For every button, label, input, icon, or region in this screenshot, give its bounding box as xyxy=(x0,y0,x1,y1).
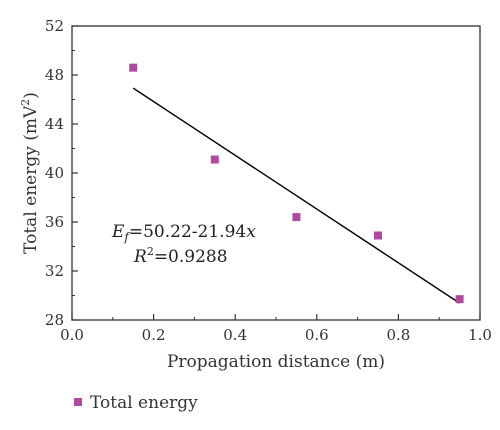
x-axis-ticks: 0.0 0.2 0.4 0.6 0.8 1.0 xyxy=(60,314,492,344)
y-tick-label: 32 xyxy=(45,262,64,280)
data-points xyxy=(129,63,464,304)
r2-symbol: R xyxy=(133,247,147,267)
legend-label: Total energy xyxy=(90,393,198,413)
legend-marker xyxy=(74,398,82,406)
r2-value: =0.9288 xyxy=(154,247,228,267)
y-tick-label: 40 xyxy=(45,164,64,182)
x-tick-label: 0.4 xyxy=(223,326,247,344)
x-tick-label: 0.2 xyxy=(142,326,166,344)
fit-line xyxy=(132,87,460,304)
data-point xyxy=(455,295,464,304)
y-tick-label: 28 xyxy=(45,311,64,329)
y-tick-label: 36 xyxy=(45,213,64,231)
x-tick-label: 1.0 xyxy=(468,326,492,344)
legend: Total energy xyxy=(74,393,198,413)
r-squared: R2=0.9288 xyxy=(133,245,228,267)
x-tick-label: 0.8 xyxy=(386,326,410,344)
r2-superscript: 2 xyxy=(147,245,154,258)
eq-x: x xyxy=(246,222,256,242)
y-tick-label: 44 xyxy=(45,115,64,133)
y-tick-label: 52 xyxy=(45,17,64,35)
data-point xyxy=(374,231,382,240)
y-axis-label-sup: 2 xyxy=(19,99,32,106)
y-axis-ticks: 28 32 36 40 44 48 52 xyxy=(45,17,78,329)
y-tick-label: 48 xyxy=(45,66,64,84)
x-tick-label: 0.0 xyxy=(60,326,84,344)
eq-body: =50.22-21.94 xyxy=(129,222,246,242)
x-axis-label: Propagation distance (m) xyxy=(167,352,385,372)
y-axis-label-prefix: Total energy (mV xyxy=(21,105,41,254)
data-point xyxy=(129,63,138,72)
fit-line-group xyxy=(132,87,460,304)
data-point xyxy=(292,213,301,222)
x-tick-label: 0.6 xyxy=(305,326,329,344)
fit-equation: Ef=50.22-21.94x xyxy=(111,222,256,244)
y-axis-label: Total energy (mV2) xyxy=(19,92,41,254)
data-point xyxy=(210,155,219,164)
y-axis-label-suffix: ) xyxy=(21,92,41,99)
eq-subscript: f xyxy=(123,230,131,244)
eq-variable: E xyxy=(111,222,125,242)
